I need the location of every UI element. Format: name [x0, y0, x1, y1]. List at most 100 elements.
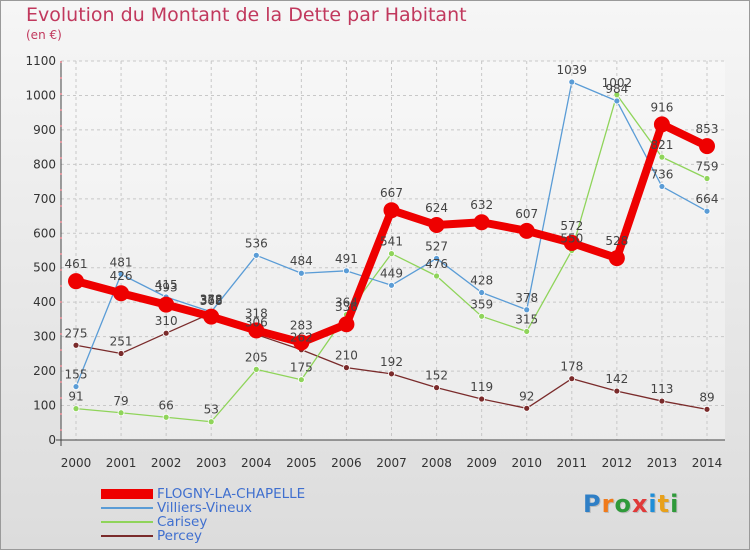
data-label: 336	[335, 300, 358, 314]
legend-swatch	[101, 535, 153, 537]
data-label: 142	[605, 372, 628, 386]
legend-swatch	[101, 507, 153, 509]
y-tick-label: 900	[33, 123, 56, 137]
data-label: 550	[560, 232, 583, 246]
data-label: 364	[335, 296, 358, 310]
x-tick-label: 2014	[692, 456, 723, 470]
data-label: 853	[696, 122, 719, 136]
data-point	[523, 306, 531, 314]
x-tick-label: 2007	[376, 456, 407, 470]
y-tick-label: 0	[48, 433, 56, 447]
data-label: 205	[245, 350, 268, 364]
data-label: 415	[155, 278, 178, 292]
data-label: 624	[425, 201, 448, 215]
data-point	[383, 202, 400, 219]
data-point	[473, 214, 490, 231]
x-tick-label: 2001	[106, 456, 137, 470]
data-point	[158, 296, 175, 313]
data-point	[203, 308, 220, 325]
x-tick-label: 2009	[466, 456, 497, 470]
data-label: 378	[515, 291, 538, 305]
data-point	[478, 289, 486, 296]
data-label: 155	[65, 368, 88, 382]
data-label: 821	[650, 138, 673, 152]
x-tick-label: 2005	[286, 456, 317, 470]
data-point	[113, 285, 130, 302]
data-label: 476	[425, 257, 448, 271]
data-label: 607	[515, 207, 538, 221]
data-point	[338, 316, 355, 333]
data-label: 53	[204, 403, 219, 417]
data-label: 119	[470, 380, 493, 394]
y-tick-label: 200	[33, 364, 56, 378]
data-label: 358	[200, 293, 223, 307]
y-tick-label: 1100	[25, 54, 56, 68]
data-label: 428	[470, 274, 493, 288]
data-label: 736	[650, 167, 673, 181]
data-point	[523, 328, 531, 335]
data-label: 449	[380, 266, 403, 280]
data-point	[613, 387, 621, 395]
data-point	[608, 250, 625, 267]
data-label: 667	[380, 186, 403, 200]
data-label: 152	[425, 369, 448, 383]
data-point	[72, 383, 80, 390]
data-label: 528	[605, 234, 628, 248]
data-point	[433, 384, 440, 392]
data-label: 262	[290, 331, 313, 345]
data-point	[117, 409, 125, 417]
data-point	[433, 255, 440, 262]
data-point	[613, 97, 621, 105]
data-label: 484	[290, 254, 313, 268]
x-tick-label: 2003	[196, 456, 227, 470]
data-label: 1002	[602, 76, 633, 90]
data-point	[658, 397, 666, 405]
x-tick-label: 2013	[647, 456, 678, 470]
data-label: 491	[335, 252, 358, 266]
data-point	[117, 350, 125, 357]
y-tick-label: 600	[33, 226, 56, 240]
data-label: 372	[200, 293, 223, 307]
data-label: 393	[155, 281, 178, 295]
data-point	[293, 334, 310, 351]
legend-swatch	[101, 521, 153, 523]
data-label: 66	[159, 398, 174, 412]
data-point	[72, 405, 80, 413]
data-point	[388, 250, 395, 258]
data-label: 178	[560, 360, 583, 374]
data-label: 541	[380, 235, 403, 249]
chart-title: Evolution du Montant de la Dette par Hab…	[26, 4, 467, 26]
data-point	[478, 395, 486, 403]
data-point	[518, 222, 535, 239]
data-label: 251	[110, 335, 133, 349]
data-point	[162, 329, 170, 337]
data-label: 306	[245, 316, 268, 330]
data-label: 92	[519, 389, 534, 403]
data-point	[297, 376, 305, 384]
legend-label: FLOGNY-LA-CHAPELLE	[157, 486, 306, 502]
data-point	[428, 217, 445, 234]
data-label: 536	[245, 236, 268, 250]
data-point	[658, 153, 666, 161]
data-label: 368	[200, 294, 223, 308]
y-tick-label: 100	[33, 399, 56, 413]
data-point	[297, 269, 305, 277]
data-point	[343, 267, 350, 275]
data-point	[252, 365, 260, 373]
y-tick-label: 500	[33, 261, 56, 275]
x-tick-label: 2008	[421, 456, 452, 470]
data-point	[252, 251, 260, 259]
data-point	[207, 418, 215, 426]
series-flogny-la-chapelle	[68, 116, 715, 351]
x-tick-label: 2004	[241, 456, 272, 470]
data-label: 89	[699, 390, 714, 404]
data-label: 113	[650, 382, 673, 396]
legend-label: Percey	[157, 528, 202, 544]
chart-unit: (en €)	[26, 28, 62, 42]
data-point	[433, 272, 440, 280]
data-label: 283	[290, 318, 313, 332]
x-tick-label: 2010	[511, 456, 542, 470]
data-label: 481	[110, 255, 133, 269]
data-label: 916	[650, 100, 673, 114]
